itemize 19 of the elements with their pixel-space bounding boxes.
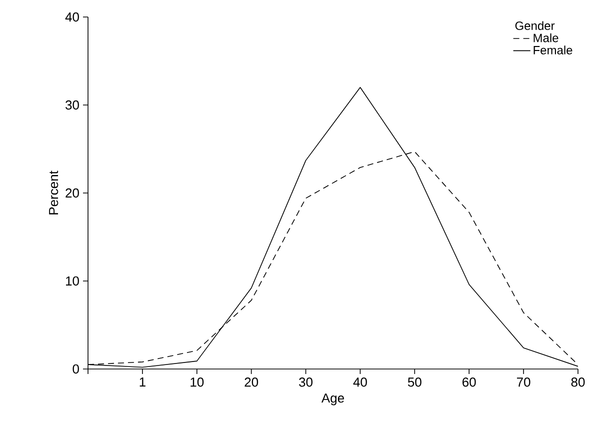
x-tick-label: 80 [571,378,585,387]
x-tick-label: 70 [516,378,530,387]
y-axis-title: Percent [49,170,58,214]
y-tick-label: 0 [72,364,79,374]
x-tick-label: 1 [140,378,146,386]
x-tick-label: 20 [244,378,258,387]
x-tick-label: 50 [408,378,422,387]
y-tick-label: 10 [66,276,79,286]
legend-label: Female [534,46,572,54]
y-tick-label: 20 [66,188,79,198]
x-tick-label: 40 [353,378,367,387]
x-tick-label: 10 [190,378,204,387]
x-axis-title: Age [321,394,344,406]
y-tick-label: 30 [66,100,79,110]
x-tick-label: 60 [462,378,476,387]
legend-title: Gender [515,21,555,30]
x-tick-label: 30 [299,378,312,387]
y-tick-label: 40 [65,12,79,22]
legend-label: Male [534,33,558,42]
